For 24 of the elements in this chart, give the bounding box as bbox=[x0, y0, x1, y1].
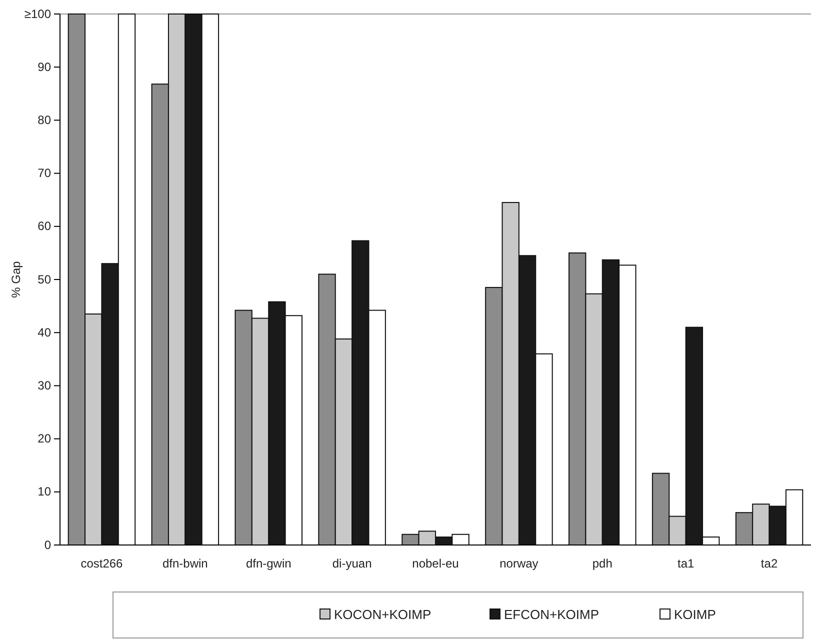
legend-label: KOIMP bbox=[674, 607, 716, 622]
x-tick-label: dfn-bwin bbox=[162, 556, 208, 571]
y-tick-label: 40 bbox=[38, 325, 52, 340]
x-tick-label: ta2 bbox=[760, 556, 778, 571]
x-tick-label: di-yuan bbox=[332, 556, 372, 571]
y-tick-label: 70 bbox=[38, 166, 52, 180]
y-tick-label: 60 bbox=[38, 219, 52, 234]
x-tick-label: pdh bbox=[592, 556, 612, 571]
x-tick-label: norway bbox=[500, 556, 538, 571]
y-tick-label: 80 bbox=[38, 113, 52, 128]
x-tick-label: ta1 bbox=[677, 556, 694, 571]
y-tick-label: 90 bbox=[38, 60, 52, 74]
y-tick-label: 20 bbox=[38, 432, 52, 446]
y-tick-label: 50 bbox=[38, 272, 52, 286]
x-tick-label: dfn-gwin bbox=[246, 556, 292, 571]
x-tick-label: cost266 bbox=[80, 556, 124, 571]
y-tick-label: 10 bbox=[38, 484, 52, 499]
y-tick-label: 30 bbox=[38, 378, 52, 393]
y-tick-label: ≥100 bbox=[24, 6, 52, 21]
legend-label: EFCON+KOIMP bbox=[504, 607, 599, 622]
legend-label: KOCON+KOIMP bbox=[334, 607, 432, 622]
y-axis-title: % Gap bbox=[9, 260, 23, 298]
x-tick-label: nobel-eu bbox=[412, 556, 459, 571]
y-tick-label: 0 bbox=[44, 538, 52, 552]
